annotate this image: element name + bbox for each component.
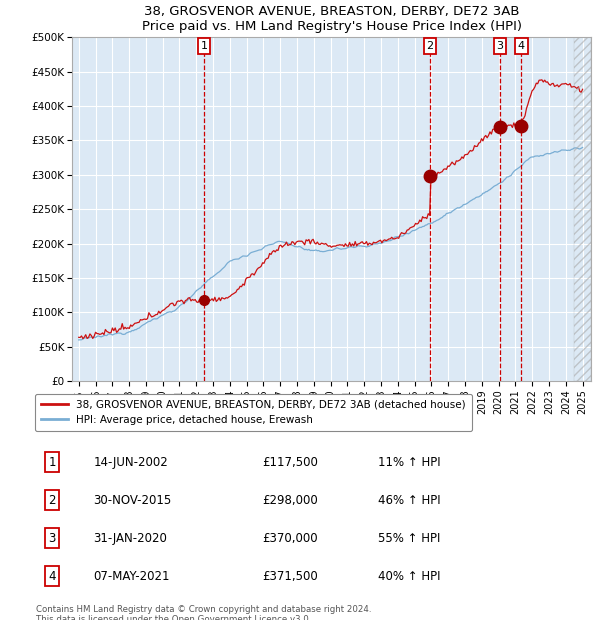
Text: 3: 3	[496, 41, 503, 51]
Text: 11% ↑ HPI: 11% ↑ HPI	[378, 456, 440, 469]
Text: 1: 1	[200, 41, 208, 51]
Text: £371,500: £371,500	[262, 570, 317, 583]
Text: £298,000: £298,000	[262, 494, 317, 507]
Text: 07-MAY-2021: 07-MAY-2021	[94, 570, 170, 583]
Text: 2: 2	[427, 41, 434, 51]
Title: 38, GROSVENOR AVENUE, BREASTON, DERBY, DE72 3AB
Price paid vs. HM Land Registry': 38, GROSVENOR AVENUE, BREASTON, DERBY, D…	[142, 5, 521, 33]
Text: 2: 2	[49, 494, 56, 507]
Text: 46% ↑ HPI: 46% ↑ HPI	[378, 494, 440, 507]
Text: 40% ↑ HPI: 40% ↑ HPI	[378, 570, 440, 583]
Text: Contains HM Land Registry data © Crown copyright and database right 2024.
This d: Contains HM Land Registry data © Crown c…	[35, 604, 371, 620]
Text: £370,000: £370,000	[262, 532, 317, 544]
Text: 1: 1	[49, 456, 56, 469]
Text: 4: 4	[518, 41, 525, 51]
Text: 14-JUN-2002: 14-JUN-2002	[94, 456, 168, 469]
Text: £117,500: £117,500	[262, 456, 318, 469]
Text: 3: 3	[49, 532, 56, 544]
Text: 4: 4	[49, 570, 56, 583]
Text: 55% ↑ HPI: 55% ↑ HPI	[378, 532, 440, 544]
Text: 31-JAN-2020: 31-JAN-2020	[94, 532, 167, 544]
Legend: 38, GROSVENOR AVENUE, BREASTON, DERBY, DE72 3AB (detached house), HPI: Average p: 38, GROSVENOR AVENUE, BREASTON, DERBY, D…	[35, 394, 472, 431]
Text: 30-NOV-2015: 30-NOV-2015	[94, 494, 172, 507]
